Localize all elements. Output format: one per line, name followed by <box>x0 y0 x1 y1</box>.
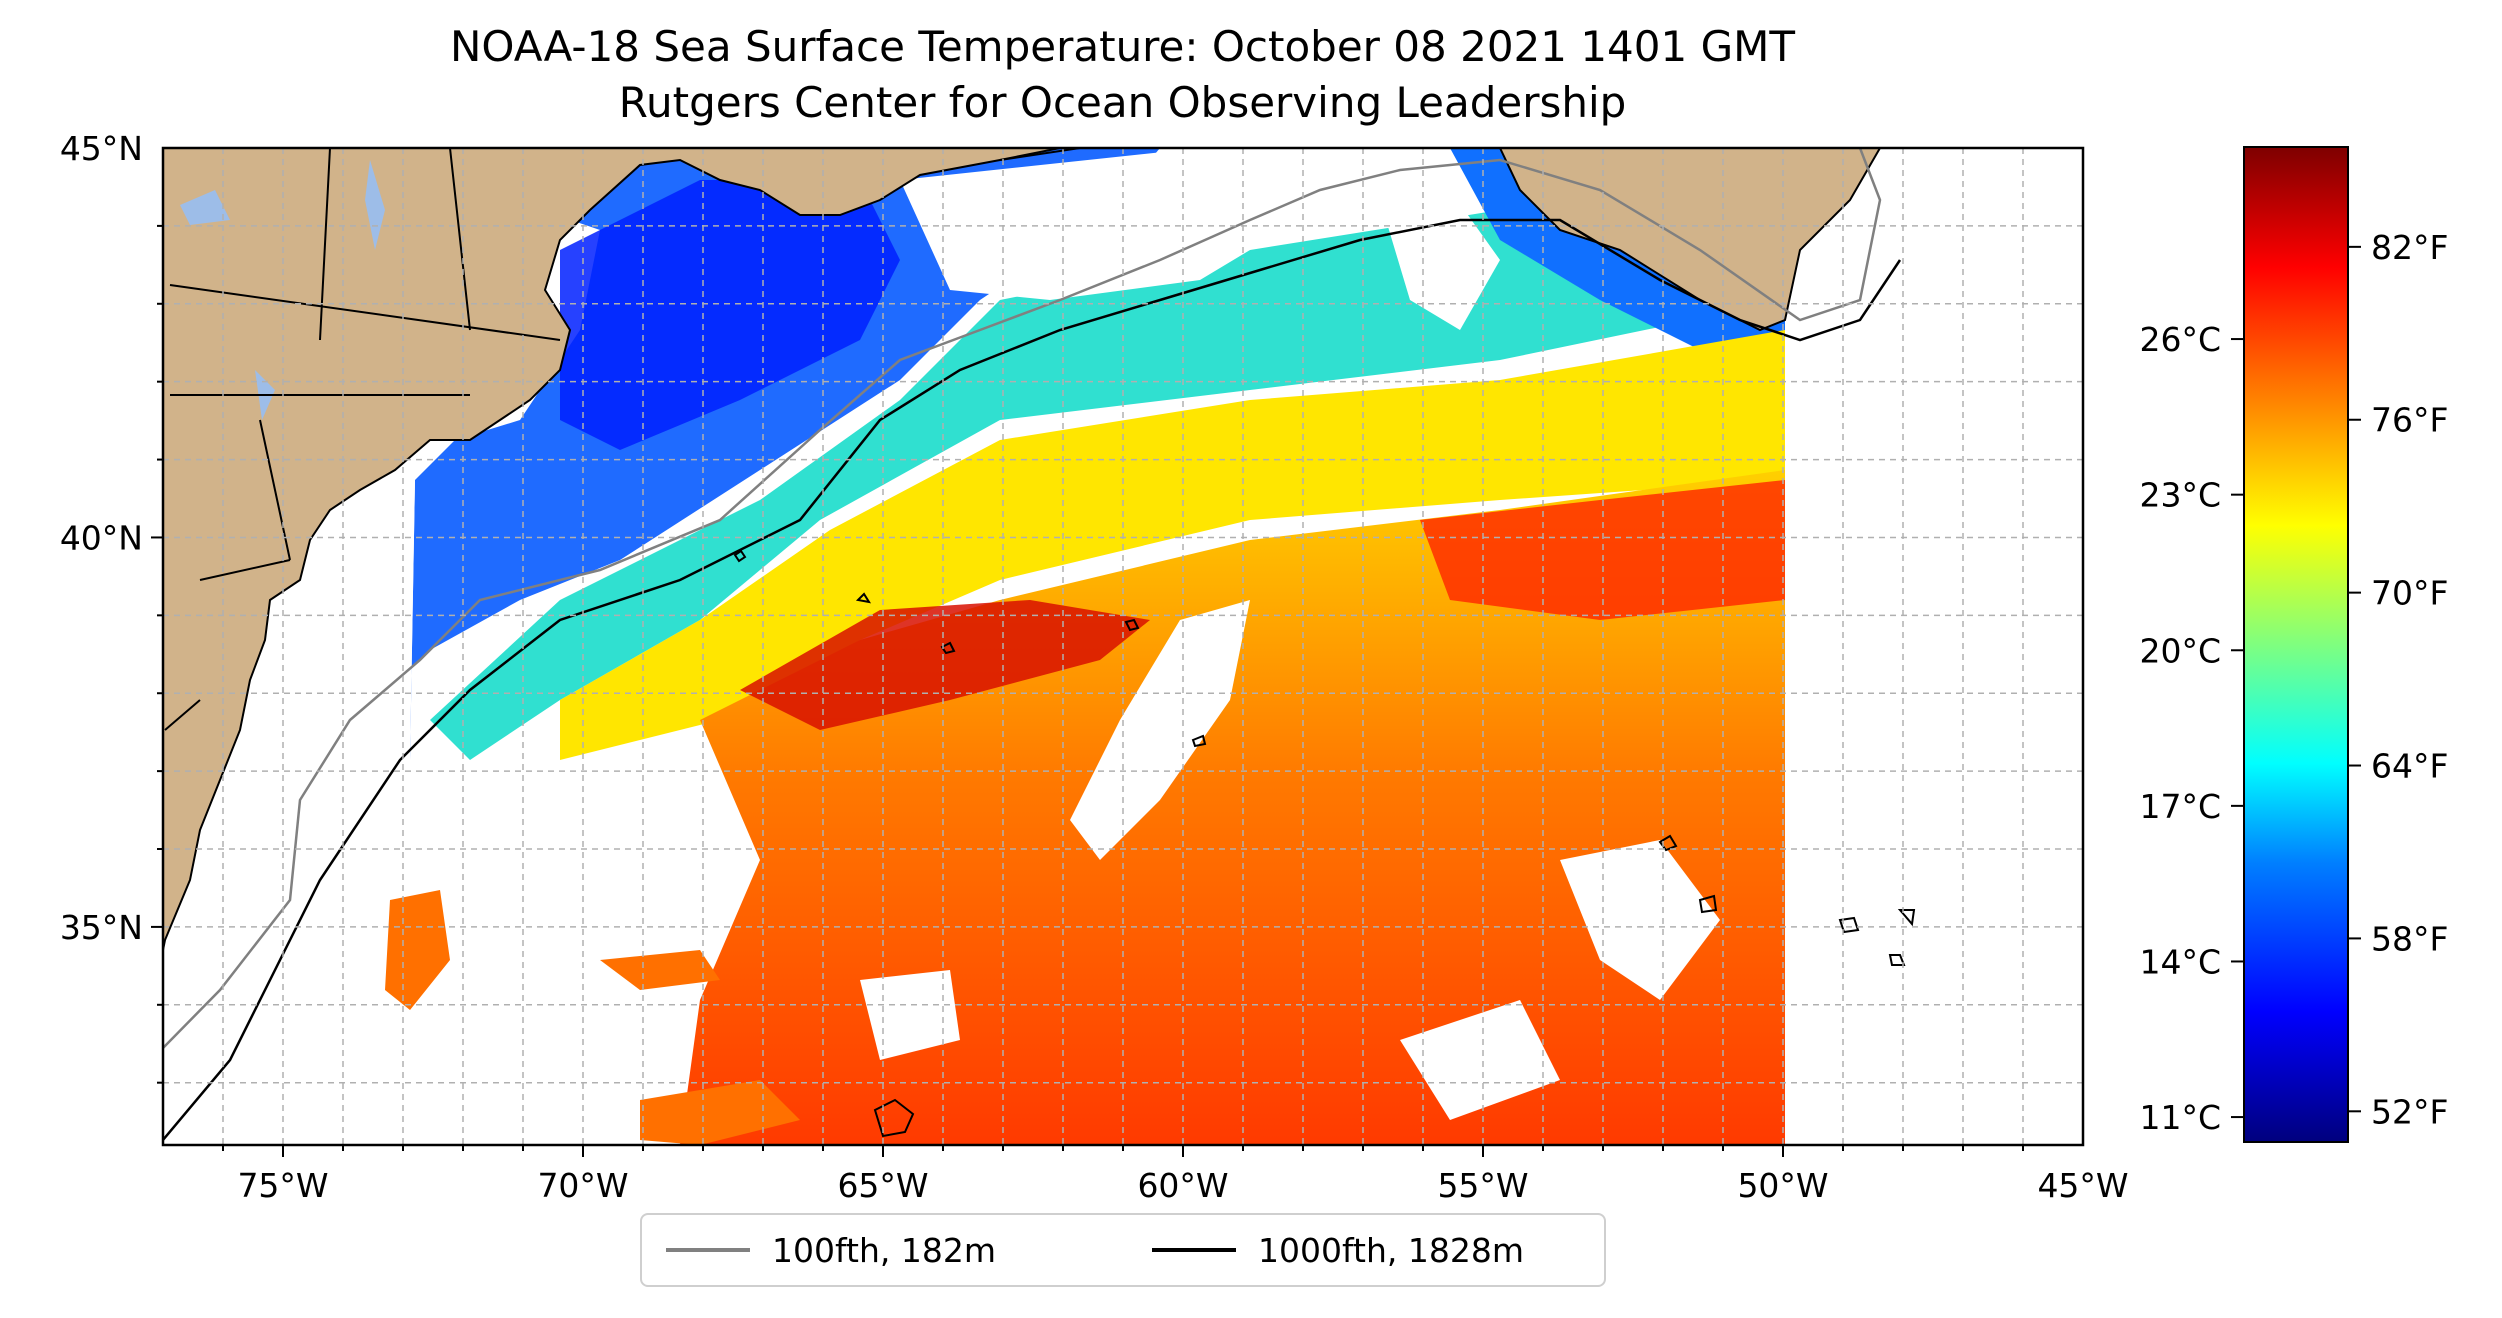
sst-cool-band <box>430 190 1790 760</box>
colorbar-f-label: 70°F <box>2371 574 2448 613</box>
colorbar-f-label: 76°F <box>2371 401 2448 440</box>
colorbar-c-label: 17°C <box>2139 787 2221 826</box>
cloud-gap-1 <box>1070 600 1250 860</box>
legend-label-1000fth: 1000fth, 1828m <box>1258 1230 1524 1270</box>
legend-item-1000fth: 1000fth, 1828m <box>1152 1215 1524 1285</box>
legend-line-100fth <box>666 1248 750 1252</box>
colorbar-c-label: 20°C <box>2139 631 2221 670</box>
colorbar-f-label: 82°F <box>2371 228 2448 267</box>
lon-tick-label: 65°W <box>837 1166 928 1205</box>
isobath-legend: 100fth, 182m 1000fth, 1828m <box>640 1213 1606 1287</box>
colorbar-f-label: 64°F <box>2371 747 2448 786</box>
sst-cold-region <box>330 148 1160 760</box>
cloud-gap-4 <box>1380 190 1500 330</box>
map-title: NOAA-18 Sea Surface Temperature: October… <box>449 22 1796 71</box>
colorbar-c-label: 23°C <box>2139 476 2221 515</box>
sst-field <box>163 148 2083 1145</box>
colorbar-labels: 82°F 76°F 70°F 64°F 58°F 52°F 26°C 23°C 20°C 17°C… <box>2139 228 2448 1137</box>
isobath-1000fth <box>163 218 1902 1141</box>
longitude-labels: 75°W 70°W 65°W 60°W 55°W 50°W 45°W <box>237 1166 2128 1205</box>
sst-warm-transition <box>560 330 1785 760</box>
cloud-gap-5 <box>860 970 1560 1120</box>
lon-tick-label: 45°W <box>2037 1166 2128 1205</box>
temperature-colorbar <box>2243 146 2349 1143</box>
legend-line-1000fth <box>1152 1248 1236 1252</box>
no-data-east <box>1785 330 2083 1145</box>
colorbar-c-label: 26°C <box>2139 320 2221 359</box>
land <box>163 148 1882 951</box>
lon-tick-label: 60°W <box>1137 1166 1228 1205</box>
land-north-america <box>163 148 1061 951</box>
sst-hot-core <box>740 600 1150 730</box>
sst-patches-west <box>385 890 800 1145</box>
lon-tick-label: 50°W <box>1737 1166 1828 1205</box>
lat-tick-label: 45°N <box>60 129 143 168</box>
colorbar-c-label: 14°C <box>2139 942 2221 981</box>
lat-tick-label: 40°N <box>60 518 143 557</box>
legend-item-100fth: 100fth, 182m <box>666 1215 996 1285</box>
state-borders <box>164 148 1081 731</box>
axis-ticks <box>151 224 2024 1157</box>
cloud-gap-3 <box>900 148 1380 300</box>
lat-tick-label: 35°N <box>60 908 143 947</box>
lon-tick-label: 75°W <box>237 1166 328 1205</box>
colorbar-f-label: 58°F <box>2371 919 2448 958</box>
lon-tick-label: 55°W <box>1437 1166 1528 1205</box>
isobath-100fth <box>163 148 1882 1049</box>
legend-label-100fth: 100fth, 182m <box>772 1230 996 1270</box>
latitude-labels: 45°N 40°N 35°N <box>60 129 143 947</box>
map-subtitle: Rutgers Center for Ocean Observing Leade… <box>618 78 1627 127</box>
sst-very-cold-patch <box>560 180 900 450</box>
colorbar-c-label: 11°C <box>2139 1098 2221 1137</box>
lon-tick-label: 70°W <box>537 1166 628 1205</box>
cloud-gap-2 <box>1560 840 1720 1000</box>
graticule-grid <box>163 148 2083 1145</box>
seamounts <box>733 549 1916 1138</box>
colorbar-f-label: 52°F <box>2371 1092 2448 1131</box>
